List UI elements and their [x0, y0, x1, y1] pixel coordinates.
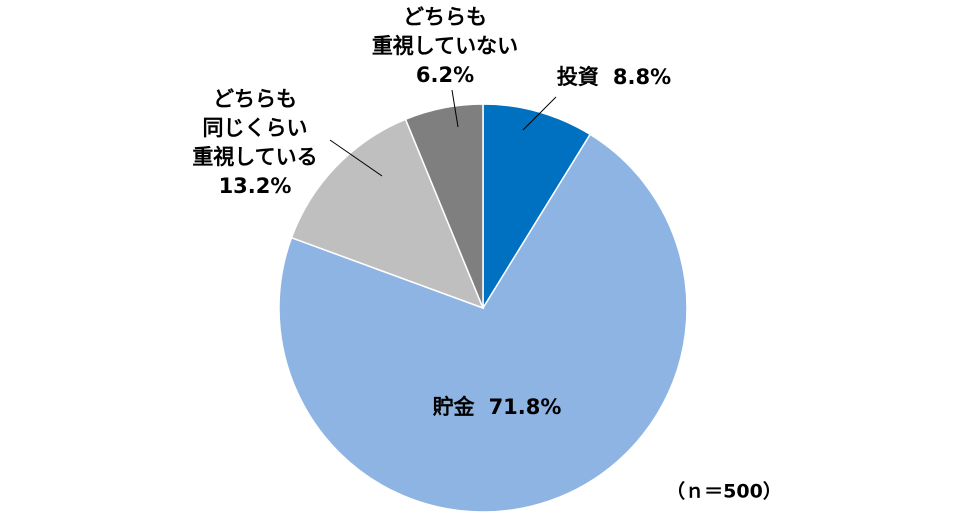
category-label: どちらも重視していない — [372, 5, 518, 58]
slice-label: 投資 8.8% — [557, 65, 671, 89]
category-label: 貯金 — [433, 395, 476, 419]
pie-slice — [482, 103, 592, 311]
pie-slice — [290, 118, 485, 310]
leader-line — [451, 89, 459, 128]
pie-slice — [404, 103, 484, 309]
category-label: 投資 — [557, 65, 599, 89]
value-label: 8.8% — [613, 65, 671, 89]
sample-size-note: （ｎ＝500） — [666, 480, 782, 503]
value-label: 71.8% — [489, 395, 562, 419]
value-label: 13.2% — [219, 174, 292, 198]
category-label: どちらも同じくらい重視している — [192, 87, 317, 169]
leader-line — [522, 96, 557, 131]
pie-slice — [278, 133, 688, 513]
leader-line — [329, 139, 383, 177]
value-label: 6.2% — [416, 63, 474, 87]
slice-label: 貯金 71.8% — [433, 395, 562, 419]
